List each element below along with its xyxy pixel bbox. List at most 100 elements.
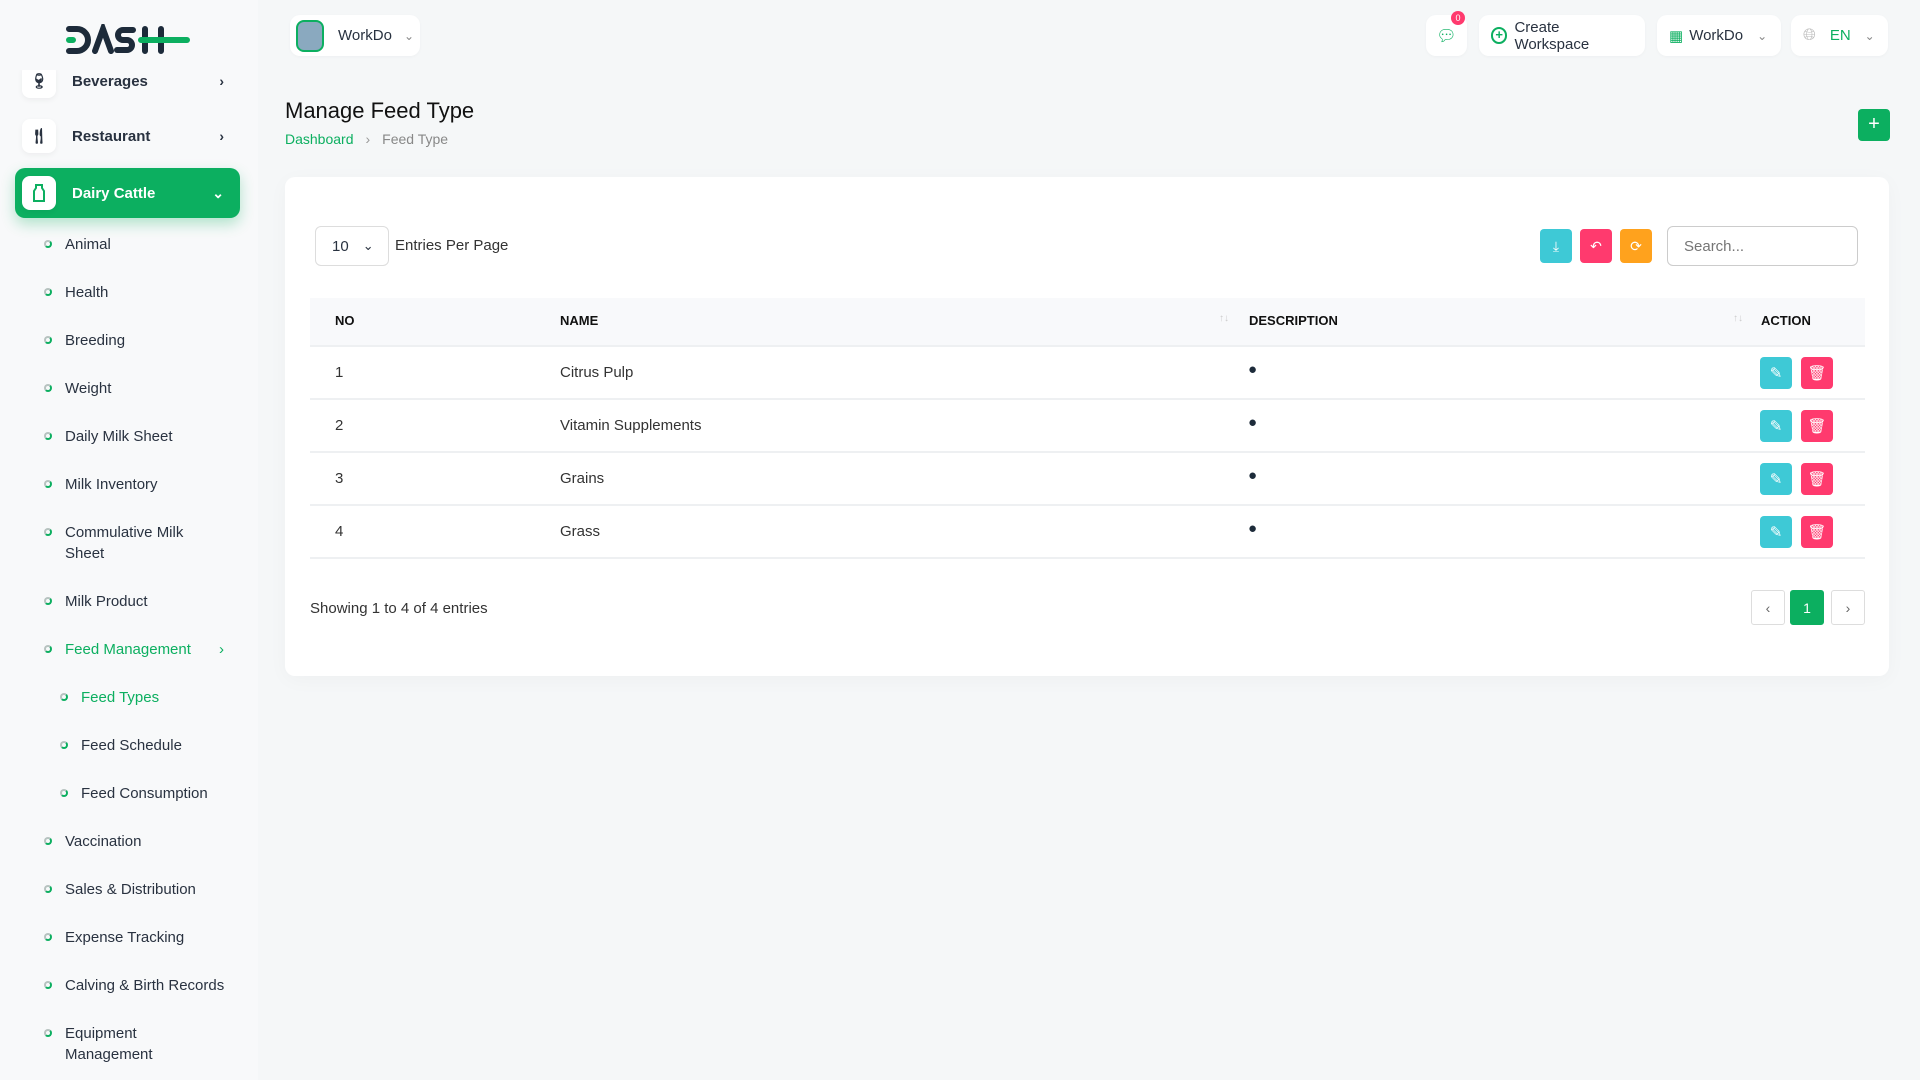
row-name: Grass [560, 523, 601, 540]
comment-icon[interactable]: ● [1248, 467, 1258, 484]
chevron-right-icon: › [219, 128, 224, 144]
sidebar-item-commulative-milk-sheet[interactable]: Commulative Milk Sheet [44, 522, 204, 564]
sidebar-item-feed-schedule[interactable]: Feed Schedule [60, 735, 182, 756]
sort-icon[interactable]: ↑↓ [1733, 313, 1743, 324]
label: Commulative Milk Sheet [65, 524, 184, 562]
column-description[interactable]: DESCRIPTION [1249, 313, 1338, 328]
sidebar-item-sales-distribution[interactable]: Sales & Distribution [44, 879, 196, 900]
breadcrumb: Dashboard › Feed Type [285, 131, 448, 147]
milk-bottle-icon [22, 176, 56, 210]
label: Feed Schedule [81, 737, 182, 754]
label: Weight [65, 380, 112, 397]
sidebar-item-milk-product[interactable]: Milk Product [44, 591, 148, 612]
sidebar-item-milk-inventory[interactable]: Milk Inventory [44, 474, 158, 495]
row-no: 3 [335, 470, 344, 487]
edit-button[interactable]: ✎ [1760, 410, 1792, 442]
pencil-icon: ✎ [1769, 365, 1783, 382]
workdo-menu-label: WorkDo [1689, 27, 1744, 44]
table-row: 1 Citrus Pulp ● ✎ 🗑︎ [310, 347, 1865, 400]
messages-button[interactable]: 💬︎ 0 [1426, 11, 1467, 56]
notification-badge: 0 [1451, 11, 1465, 25]
sidebar-item-breeding[interactable]: Breeding [44, 330, 125, 351]
label: Sales & Distribution [65, 881, 196, 898]
logo-area [0, 0, 258, 70]
language-selector[interactable]: 🌐︎ EN ⌄ [1791, 15, 1888, 56]
sidebar-item-equipment-management[interactable]: Equipment Management [44, 1023, 184, 1065]
chevron-down-icon: ⌄ [362, 238, 374, 253]
pencil-icon: ✎ [1769, 524, 1783, 541]
sidebar-item-feed-consumption[interactable]: Feed Consumption [60, 783, 208, 804]
chevron-right-icon: › [365, 131, 371, 147]
chevron-right-icon: › [219, 73, 224, 89]
entries-value: 10 [332, 237, 349, 255]
delete-button[interactable]: 🗑︎ [1801, 463, 1833, 495]
download-icon: ⤓ [1552, 237, 1560, 254]
plus-icon: + [1868, 113, 1880, 135]
edit-button[interactable]: ✎ [1760, 516, 1792, 548]
label: Feed Consumption [81, 785, 208, 802]
pagination-next[interactable]: › [1831, 590, 1865, 625]
label: Milk Product [65, 593, 148, 610]
sidebar-item-feed-types[interactable]: Feed Types [60, 687, 159, 708]
sidebar-item-calving-birth-records[interactable]: Calving & Birth Records [44, 975, 224, 996]
entries-per-page-select[interactable]: 10 ⌄ [315, 226, 389, 266]
column-name[interactable]: NAME [560, 313, 599, 328]
comment-icon[interactable]: ● [1248, 414, 1258, 431]
sidebar-item-daily-milk-sheet[interactable]: Daily Milk Sheet [44, 426, 173, 447]
pagination-prev[interactable]: ‹ [1751, 590, 1785, 625]
row-name: Citrus Pulp [560, 364, 634, 381]
sort-icon[interactable]: ↑↓ [1219, 313, 1229, 324]
table-row: 2 Vitamin Supplements ● ✎ 🗑︎ [310, 400, 1865, 453]
sidebar-item-restaurant[interactable]: 🍴︎ Restaurant › [15, 111, 240, 161]
sidebar-item-label: Dairy Cattle [72, 184, 156, 202]
pagination-page-1[interactable]: 1 [1790, 590, 1824, 625]
row-no: 1 [335, 364, 344, 381]
chevron-right-icon: › [1845, 599, 1851, 616]
trash-icon: 🗑︎ [1807, 471, 1827, 488]
workspace-switcher[interactable]: WorkDo ⌄ [290, 15, 420, 56]
pencil-icon: ✎ [1769, 471, 1783, 488]
label: Health [65, 284, 109, 301]
fork-knife-icon: 🍴︎ [22, 119, 56, 153]
comment-icon[interactable]: ● [1248, 520, 1258, 537]
chat-icon: 💬︎ [1436, 27, 1457, 45]
trash-icon: 🗑︎ [1807, 418, 1827, 435]
create-workspace-label: Create Workspace [1514, 18, 1590, 53]
refresh-icon: ⟳ [1630, 237, 1642, 254]
reset-button[interactable]: ↶ [1580, 229, 1612, 263]
sidebar-item-health[interactable]: Health [44, 282, 108, 303]
workdo-menu[interactable]: ▦ WorkDo ⌄ [1657, 15, 1781, 56]
label: Daily Milk Sheet [65, 428, 173, 445]
comment-icon[interactable]: ● [1248, 361, 1258, 378]
sidebar-item-vaccination[interactable]: Vaccination [44, 831, 141, 852]
delete-button[interactable]: 🗑︎ [1801, 357, 1833, 389]
row-name: Grains [560, 470, 605, 487]
table-info: Showing 1 to 4 of 4 entries [310, 600, 488, 617]
workspace-icon [296, 19, 325, 52]
entries-label: Entries Per Page [395, 237, 509, 254]
add-feed-type-button[interactable]: + [1858, 109, 1890, 141]
sidebar-item-label: Restaurant [72, 127, 151, 145]
breadcrumb-current: Feed Type [382, 131, 449, 147]
pencil-icon: ✎ [1769, 418, 1783, 435]
label: Animal [65, 236, 111, 253]
search-input[interactable] [1667, 226, 1858, 266]
sidebar-item-dairy-cattle[interactable]: Dairy Cattle ⌄ [15, 168, 240, 218]
sidebar-item-expense-tracking[interactable]: Expense Tracking [44, 927, 184, 948]
delete-button[interactable]: 🗑︎ [1801, 410, 1833, 442]
breadcrumb-dashboard[interactable]: Dashboard [285, 131, 354, 147]
language-label: EN [1829, 27, 1851, 44]
export-button[interactable]: ⤓ [1540, 229, 1572, 263]
sidebar-item-weight[interactable]: Weight [44, 378, 111, 399]
reload-button[interactable]: ⟳ [1620, 229, 1652, 263]
sidebar-item-feed-management[interactable]: Feed Management › [44, 639, 224, 660]
column-no[interactable]: NO [335, 313, 355, 328]
sidebar-item-animal[interactable]: Animal [44, 234, 111, 255]
create-workspace-button[interactable]: + Create Workspace [1479, 15, 1645, 56]
edit-button[interactable]: ✎ [1760, 463, 1792, 495]
delete-button[interactable]: 🗑︎ [1801, 516, 1833, 548]
trash-icon: 🗑︎ [1807, 524, 1827, 541]
edit-button[interactable]: ✎ [1760, 357, 1792, 389]
trash-icon: 🗑︎ [1807, 365, 1827, 382]
label: Vaccination [65, 833, 142, 850]
